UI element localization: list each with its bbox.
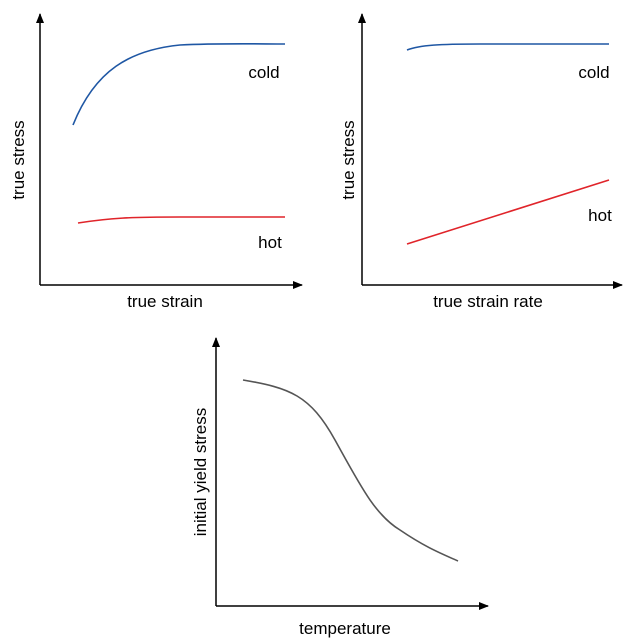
curve-label: hot <box>588 206 612 225</box>
curve-label: cold <box>248 63 279 82</box>
x-label: true strain rate <box>433 292 543 311</box>
cold-curve <box>72 42 286 126</box>
panel: cold hot true strain true stress <box>9 13 303 311</box>
hot-curve <box>406 179 610 245</box>
curve-label: cold <box>578 63 609 82</box>
y-label: true stress <box>9 120 28 199</box>
panel: cold hot true strain rate true stress <box>339 13 623 311</box>
hot-curve <box>77 216 285 224</box>
y-label: initial yield stress <box>191 408 210 537</box>
x-label: temperature <box>299 619 391 638</box>
panel: temperature initial yield stress <box>191 337 489 638</box>
y-label: true stress <box>339 120 358 199</box>
curve-label: hot <box>258 233 282 252</box>
x-label: true strain <box>127 292 203 311</box>
cold-curve <box>406 43 609 51</box>
yield-curve <box>242 379 459 562</box>
